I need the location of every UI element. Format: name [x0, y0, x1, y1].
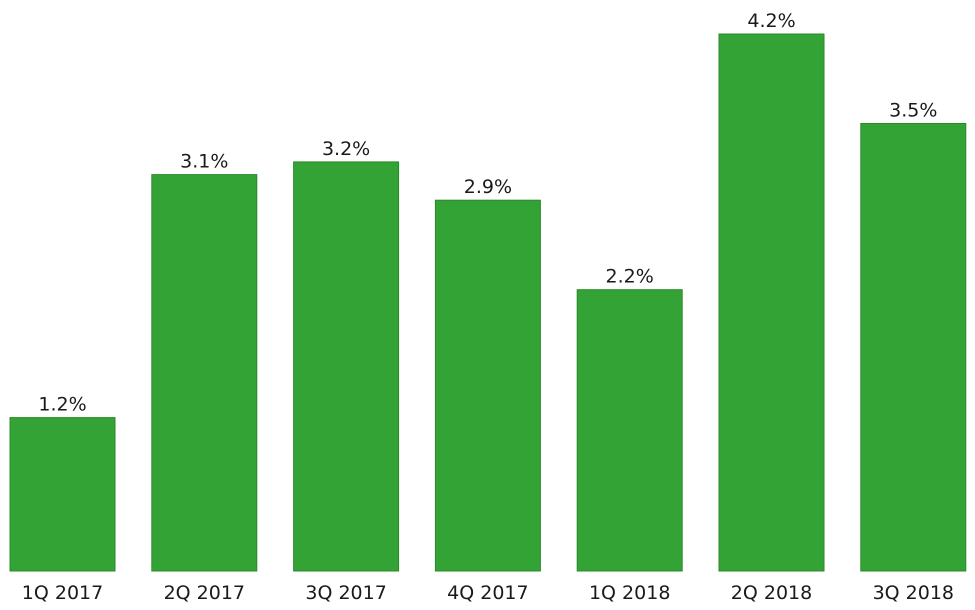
x-tick-label: 2Q 2018 [731, 582, 812, 604]
bar-2q-2018 [718, 33, 825, 572]
x-tick-label: 3Q 2017 [305, 582, 386, 604]
value-label: 4.2% [747, 10, 795, 32]
value-label: 2.2% [606, 266, 654, 288]
value-label: 3.1% [180, 151, 228, 173]
value-labels-layer: 1.2% 3.1% 3.2% 2.9% 2.2% 4.2% 3.5% [38, 10, 937, 416]
x-tick-label: 4Q 2017 [447, 582, 528, 604]
value-label: 1.2% [38, 394, 86, 416]
x-tick-label: 1Q 2018 [589, 582, 670, 604]
bar-3q-2017 [293, 161, 400, 572]
value-label: 3.2% [322, 138, 370, 160]
x-tick-labels-layer: 1Q 2017 2Q 2017 3Q 2017 4Q 2017 1Q 2018 2Q 20… [22, 582, 954, 604]
value-label: 2.9% [464, 176, 512, 198]
bar-1q-2018 [576, 289, 683, 572]
bar-4q-2017 [434, 199, 541, 572]
bar-1q-2017 [9, 417, 116, 572]
bar-2q-2017 [151, 174, 258, 572]
bars-layer [9, 33, 967, 572]
x-tick-label: 1Q 2017 [22, 582, 103, 604]
value-label: 3.5% [889, 100, 937, 122]
x-tick-label: 2Q 2017 [164, 582, 245, 604]
bar-3q-2018 [860, 123, 967, 572]
x-tick-label: 3Q 2018 [873, 582, 954, 604]
